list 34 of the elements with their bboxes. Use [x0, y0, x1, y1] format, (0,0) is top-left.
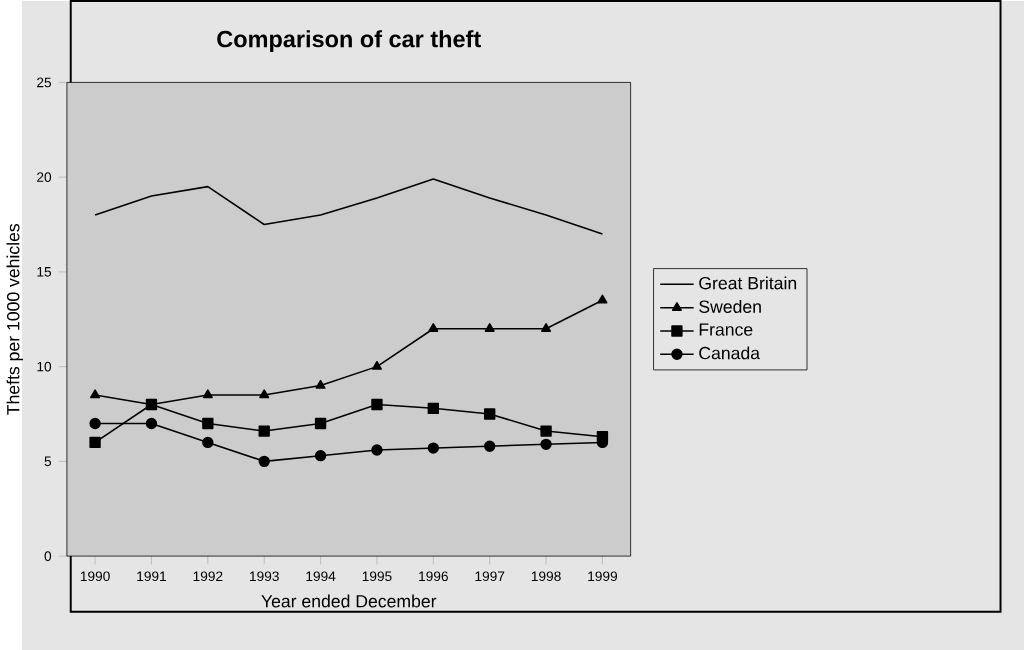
point: [371, 360, 382, 370]
point: [89, 436, 101, 448]
point: [90, 388, 101, 398]
point: [202, 417, 214, 429]
point: [315, 379, 326, 389]
point: [258, 455, 270, 467]
point: [540, 438, 552, 450]
point: [371, 443, 383, 456]
legend-label: Canada: [699, 345, 761, 359]
point: [259, 388, 270, 398]
point: [597, 294, 608, 304]
point: [371, 398, 383, 410]
point: [314, 449, 327, 461]
legend-label: Great Britain: [699, 276, 797, 289]
point: [314, 417, 327, 429]
point: [145, 417, 158, 429]
point: [541, 322, 552, 332]
point: [540, 424, 552, 437]
chart-title: Comparison of car theft: [217, 29, 481, 52]
point: [202, 436, 214, 448]
legend-label: Sweden: [699, 299, 761, 313]
point: [258, 424, 270, 437]
y-axis-title: Thefts per 1000 vehicles: [6, 223, 23, 415]
legend-label: France: [699, 323, 753, 336]
point: [484, 322, 495, 332]
point: [427, 402, 439, 414]
point: [202, 388, 213, 398]
point: [427, 442, 439, 454]
x-axis-title: Year ended December: [261, 594, 437, 608]
point: [484, 407, 496, 420]
point: [89, 417, 101, 429]
point: [484, 440, 496, 452]
point: [428, 322, 439, 332]
line-series: [94, 177, 604, 235]
